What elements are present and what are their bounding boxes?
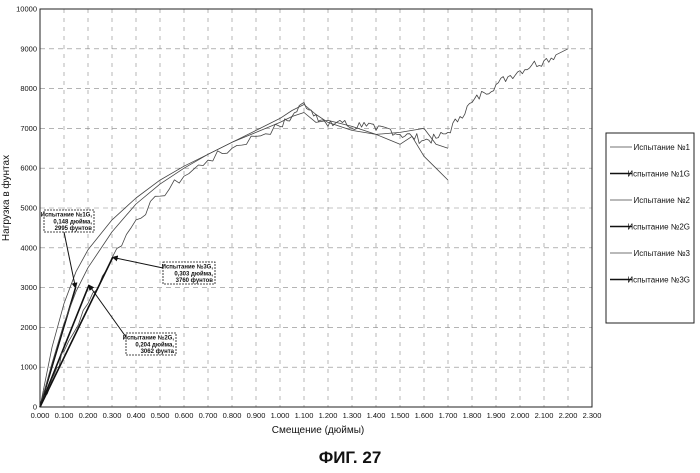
x-tick-label: 2.100 xyxy=(535,411,554,420)
y-tick-label: 5000 xyxy=(20,204,37,213)
x-tick-label: 1.900 xyxy=(487,411,506,420)
y-tick-label: 7000 xyxy=(20,124,37,133)
series-line-series-3g xyxy=(40,257,113,407)
x-tick-label: 1.000 xyxy=(271,411,290,420)
grid xyxy=(40,9,592,407)
x-tick-label: 0.700 xyxy=(199,411,218,420)
x-tick-label: 2.200 xyxy=(559,411,578,420)
y-tick-label: 6000 xyxy=(20,164,37,173)
x-tick-label: 2.300 xyxy=(583,411,602,420)
legend-label: Испытание №1 xyxy=(634,143,691,152)
annotation-label: 0,303 дюйма, xyxy=(174,270,213,277)
x-tick-label: 1.600 xyxy=(415,411,434,420)
legend-label: Испытание №1G xyxy=(627,170,690,179)
x-tick-label: 0.200 xyxy=(79,411,98,420)
x-tick-label: 0.600 xyxy=(175,411,194,420)
x-tick-label: 1.400 xyxy=(367,411,386,420)
y-tick-label: 3000 xyxy=(20,283,37,292)
y-tick-label: 10000 xyxy=(16,5,37,14)
legend-label: Испытание №3 xyxy=(634,249,691,258)
annotation-arrow xyxy=(64,232,76,288)
series-line-series-2g xyxy=(40,285,89,407)
y-tick-label: 9000 xyxy=(20,44,37,53)
annotation-arrow xyxy=(113,257,163,268)
y-tick-label: 4000 xyxy=(20,243,37,252)
x-tick-label: 2.000 xyxy=(511,411,530,420)
x-tick-label: 0.300 xyxy=(103,411,122,420)
annotation-label: 0,204 дюйма, xyxy=(135,341,174,348)
figure-caption: ФИГ. 27 xyxy=(0,448,700,468)
x-tick-label: 0.800 xyxy=(223,411,242,420)
annotation-label: 3760 фунтов xyxy=(176,277,214,284)
annotation-label: Испытание №3G, xyxy=(162,264,214,271)
legend-label: Испытание №3G xyxy=(627,276,690,285)
x-tick-label: 1.300 xyxy=(343,411,362,420)
annotation-label: Испытание №1G, xyxy=(41,212,93,219)
series-line-series-2 xyxy=(40,105,448,408)
annotation-label: 0,148 дюйма, xyxy=(53,218,92,225)
y-axis-title: Нагрузка в фунтах xyxy=(0,155,12,241)
x-tick-label: 0.900 xyxy=(247,411,266,420)
x-tick-label: 1.500 xyxy=(391,411,410,420)
legend-label: Испытание №2G xyxy=(627,223,690,232)
x-tick-label: 0.100 xyxy=(55,411,74,420)
series-line-series-1g xyxy=(40,288,76,407)
x-axis-title: Смещение (дюймы) xyxy=(272,425,364,436)
annotation-label: 2995 фунтов xyxy=(55,225,93,232)
annotation-label: Испытание №2G, xyxy=(123,335,175,342)
y-tick-label: 8000 xyxy=(20,84,37,93)
legend: Испытание №1 Испытание №1G Испытание №2 Исп… xyxy=(606,133,694,323)
x-tick-label: 0.500 xyxy=(151,411,170,420)
x-tick-label: 0.000 xyxy=(31,411,50,420)
x-tick-label: 0.400 xyxy=(127,411,146,420)
x-tick-label: 1.800 xyxy=(463,411,482,420)
y-tick-label: 1000 xyxy=(20,363,37,372)
series-line-series-1 xyxy=(40,113,448,408)
x-tick-label: 1.700 xyxy=(439,411,458,420)
x-tick-label: 1.200 xyxy=(319,411,338,420)
annotation-arrow xyxy=(89,285,126,337)
load-displacement-chart: 0100020003000400050006000700080009000100… xyxy=(0,0,700,445)
axes: 0100020003000400050006000700080009000100… xyxy=(16,5,601,421)
legend-label: Испытание №2 xyxy=(634,196,691,205)
y-tick-label: 2000 xyxy=(20,323,37,332)
x-tick-label: 1.100 xyxy=(295,411,314,420)
annotation-label: 3062 фунта xyxy=(141,348,175,355)
